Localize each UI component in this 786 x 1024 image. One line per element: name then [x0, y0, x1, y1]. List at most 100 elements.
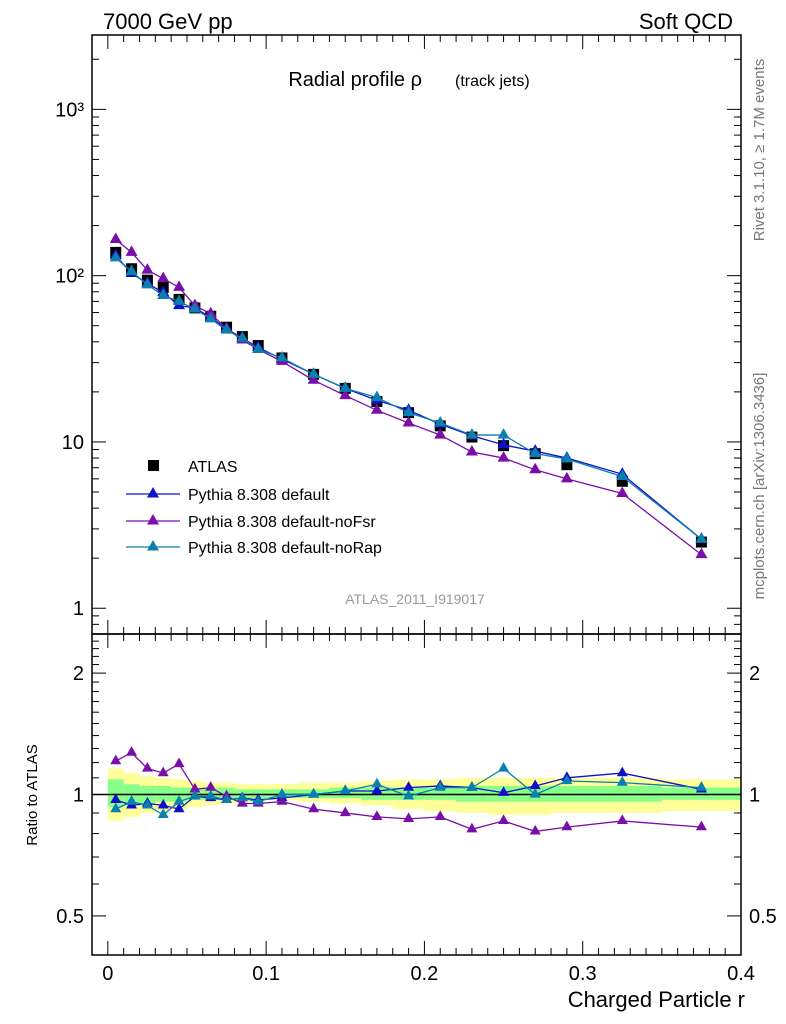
- ratio-point: [126, 795, 138, 805]
- ratio-point: [371, 777, 383, 788]
- ratio-point: [561, 774, 573, 785]
- header-right: Soft QCD: [639, 9, 733, 34]
- ratio-point: [498, 814, 510, 825]
- ratio-point: [403, 789, 415, 800]
- mc-point: [236, 331, 249, 342]
- data-point: [561, 459, 573, 471]
- ratio-point: [308, 788, 320, 798]
- mc-point: [204, 311, 217, 323]
- ratio-point: [189, 789, 201, 800]
- main-ytick-label: 1: [73, 598, 84, 620]
- main-title-suffix: (track jets): [455, 73, 530, 90]
- ratio-point: [498, 762, 510, 772]
- mc-point: [188, 302, 201, 313]
- legend-label: Pythia 8.308 default: [188, 487, 330, 504]
- ratio-point: [110, 793, 122, 803]
- ratio-point: [371, 810, 383, 821]
- main-axes: 1 10 10² 10³: [55, 34, 742, 635]
- ratio-ytick-label: 2: [73, 663, 84, 685]
- legend-marker: [147, 487, 159, 498]
- mc-point: [370, 403, 383, 414]
- ratio-point: [157, 808, 169, 819]
- ratio-panel: 0.5 0.5 1 1 2 2 0 0.1 0.2 0.3 0.4 Ratio to ATLAS C…: [24, 633, 777, 1012]
- mc-point: [157, 271, 170, 283]
- ratio-point: [403, 812, 415, 823]
- mc-point: [370, 390, 383, 402]
- ratio-point: [221, 793, 233, 803]
- ratio-ylabel: Ratio to ATLAS: [24, 744, 41, 845]
- mc-point: [465, 428, 478, 439]
- mc-point: [252, 342, 265, 353]
- legend-item-1: Pythia 8.308 default: [126, 487, 330, 504]
- mc-point: [497, 451, 510, 462]
- band-green: [424, 787, 457, 800]
- series-2: [109, 232, 708, 559]
- ratio-point: [616, 814, 628, 825]
- mc-point: [560, 471, 573, 483]
- mc-point: [529, 462, 542, 474]
- ratio-point: [371, 784, 383, 795]
- ratio-point: [236, 791, 248, 802]
- legend-item-0: ATLAS: [148, 459, 238, 476]
- legend-item-3: Pythia 8.308 default-noRap: [126, 540, 382, 557]
- mc-point: [497, 437, 510, 449]
- ratio-point: [205, 789, 217, 800]
- ratio-point: [141, 762, 153, 772]
- main-title: Radial profile ρ: [288, 69, 422, 91]
- ratio-xtick-label: 0.4: [727, 963, 755, 985]
- main-ytick-label: 10: [62, 432, 84, 454]
- mc-point: [173, 294, 186, 305]
- band-green: [661, 787, 741, 800]
- mc-point: [529, 446, 542, 458]
- mc-point: [402, 415, 415, 427]
- legend-marker: [148, 460, 159, 471]
- ratio-point: [276, 795, 288, 805]
- mc-point: [434, 428, 447, 439]
- ratio-point: [308, 802, 320, 813]
- ratio-point: [434, 781, 446, 791]
- series-3: [109, 250, 708, 543]
- data-point: [616, 475, 628, 487]
- ratio-point: [529, 824, 541, 835]
- ratio-point: [498, 786, 510, 796]
- ratio-xtick-label: 0.3: [569, 963, 597, 985]
- side-mcplots-label: mcplots.cern.ch [arXiv:1306.3436]: [751, 373, 768, 600]
- mc-point: [141, 277, 154, 289]
- ratio-xtick-label: 0: [102, 963, 113, 985]
- mc-point: [339, 381, 352, 392]
- legend-marker: [147, 514, 159, 525]
- mc-point: [695, 532, 708, 543]
- ratio-point: [616, 776, 628, 786]
- legend-marker: [147, 540, 159, 551]
- ratio-ytick-label-right: 2: [749, 663, 760, 685]
- ratio-point: [276, 788, 288, 798]
- ratio-point: [173, 757, 185, 768]
- ratio-point: [339, 784, 351, 795]
- ratio-point: [157, 766, 169, 777]
- ratio-point: [466, 781, 478, 791]
- ratio-line: [115, 767, 702, 816]
- ratio-point: [695, 820, 707, 831]
- side-rivet-label: Rivet 3.1.10, ≥ 1.7M events: [751, 59, 768, 242]
- band-green: [107, 779, 124, 808]
- ratio-point: [110, 802, 122, 813]
- mc-point: [157, 288, 170, 299]
- mc-point: [465, 445, 478, 456]
- ratio-line: [115, 772, 702, 810]
- x-axis-label: Charged Particle r: [568, 987, 745, 1012]
- ratio-xtick-label: 0.1: [252, 963, 280, 985]
- legend-label: Pythia 8.308 default-noRap: [188, 540, 382, 557]
- mc-point: [173, 280, 186, 291]
- ratio-ytick-label-right: 0.5: [749, 906, 777, 928]
- legend: ATLAS Pythia 8.308 default Pythia 8.308 de…: [126, 459, 382, 557]
- ratio-point: [173, 795, 185, 805]
- mc-point: [220, 323, 233, 334]
- mc-point: [307, 373, 320, 384]
- ratio-xtick-label: 0.2: [411, 963, 439, 985]
- series-line: [115, 238, 702, 556]
- ratio-point: [126, 746, 138, 756]
- ratio-point: [236, 796, 248, 807]
- legend-label: ATLAS: [188, 459, 238, 476]
- ratio-point: [252, 795, 264, 805]
